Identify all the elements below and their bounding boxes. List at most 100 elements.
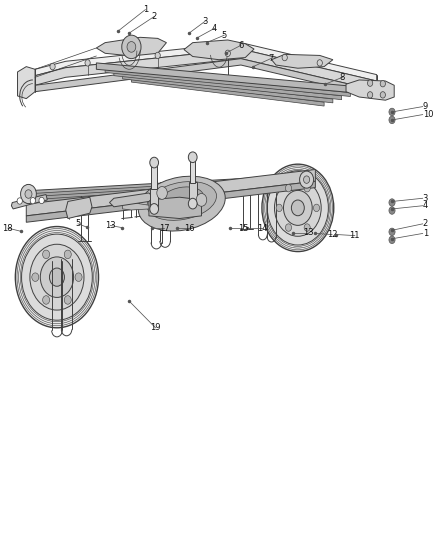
Circle shape (300, 171, 314, 188)
Polygon shape (190, 157, 195, 183)
Circle shape (276, 204, 282, 212)
Circle shape (317, 60, 322, 66)
Text: 8: 8 (340, 73, 345, 82)
Polygon shape (66, 197, 92, 219)
Polygon shape (150, 188, 158, 209)
Text: 3: 3 (202, 17, 208, 26)
Text: 12: 12 (327, 230, 337, 239)
Text: 1: 1 (423, 229, 428, 238)
Text: 3: 3 (423, 194, 428, 203)
Polygon shape (35, 49, 377, 91)
Circle shape (75, 273, 82, 281)
Circle shape (42, 250, 49, 259)
Circle shape (225, 50, 230, 56)
Text: 7: 7 (268, 54, 273, 63)
Text: 6: 6 (238, 41, 244, 50)
Circle shape (389, 108, 395, 116)
Polygon shape (96, 37, 166, 56)
Circle shape (196, 193, 207, 206)
Text: 9: 9 (423, 102, 428, 111)
Circle shape (32, 273, 39, 281)
Polygon shape (18, 67, 35, 99)
Polygon shape (26, 169, 315, 216)
Text: 13: 13 (303, 229, 313, 237)
Circle shape (314, 204, 320, 212)
Circle shape (30, 197, 35, 204)
Text: 5: 5 (75, 220, 81, 228)
Circle shape (122, 35, 141, 59)
Circle shape (127, 42, 136, 52)
Circle shape (389, 199, 395, 206)
Circle shape (21, 184, 36, 204)
Polygon shape (96, 63, 359, 93)
Text: 5: 5 (222, 31, 227, 39)
Circle shape (283, 190, 312, 225)
Circle shape (380, 80, 385, 87)
Text: 4: 4 (423, 201, 428, 210)
Ellipse shape (138, 176, 225, 231)
Text: 17: 17 (159, 224, 170, 232)
Circle shape (389, 228, 395, 236)
Circle shape (64, 296, 71, 304)
Text: 13: 13 (105, 221, 116, 230)
Text: 10: 10 (423, 110, 433, 119)
Text: 14: 14 (257, 224, 267, 232)
Polygon shape (189, 182, 197, 204)
Circle shape (150, 204, 159, 214)
Circle shape (262, 164, 334, 252)
Polygon shape (123, 75, 333, 103)
Circle shape (304, 224, 310, 231)
Polygon shape (272, 54, 333, 68)
Polygon shape (26, 175, 307, 196)
Circle shape (188, 152, 197, 163)
Text: 1: 1 (143, 5, 148, 14)
Polygon shape (35, 59, 377, 97)
Circle shape (291, 200, 304, 216)
Circle shape (39, 197, 44, 204)
Polygon shape (184, 40, 254, 60)
Circle shape (150, 157, 159, 168)
Circle shape (286, 224, 292, 231)
Circle shape (85, 60, 90, 66)
Text: 11: 11 (350, 231, 360, 240)
Text: 15: 15 (238, 224, 248, 232)
Text: 2: 2 (423, 220, 428, 228)
Circle shape (25, 190, 32, 198)
Polygon shape (33, 177, 300, 199)
Circle shape (50, 63, 55, 70)
Polygon shape (114, 72, 342, 100)
Text: 2: 2 (152, 12, 157, 21)
Circle shape (389, 207, 395, 214)
Text: 16: 16 (184, 224, 194, 232)
Circle shape (42, 296, 49, 304)
Polygon shape (152, 163, 157, 189)
Ellipse shape (160, 187, 204, 212)
Polygon shape (39, 180, 293, 201)
Circle shape (282, 54, 287, 61)
Circle shape (367, 80, 373, 86)
Polygon shape (149, 197, 201, 219)
Circle shape (49, 268, 64, 286)
Circle shape (304, 184, 310, 192)
Text: 4: 4 (212, 24, 217, 33)
Polygon shape (123, 203, 149, 210)
Circle shape (188, 198, 197, 209)
Polygon shape (35, 43, 377, 81)
Polygon shape (346, 80, 394, 100)
Circle shape (389, 116, 395, 124)
Text: 19: 19 (150, 324, 161, 332)
Polygon shape (110, 193, 153, 207)
Polygon shape (131, 78, 324, 106)
Circle shape (157, 187, 167, 199)
Circle shape (304, 176, 310, 183)
Circle shape (275, 180, 321, 236)
Ellipse shape (147, 182, 216, 220)
Circle shape (389, 236, 395, 244)
Circle shape (21, 234, 92, 320)
Circle shape (267, 171, 328, 245)
Circle shape (17, 198, 22, 204)
Circle shape (40, 257, 74, 297)
Circle shape (30, 244, 84, 310)
Polygon shape (11, 195, 47, 209)
Circle shape (64, 250, 71, 259)
